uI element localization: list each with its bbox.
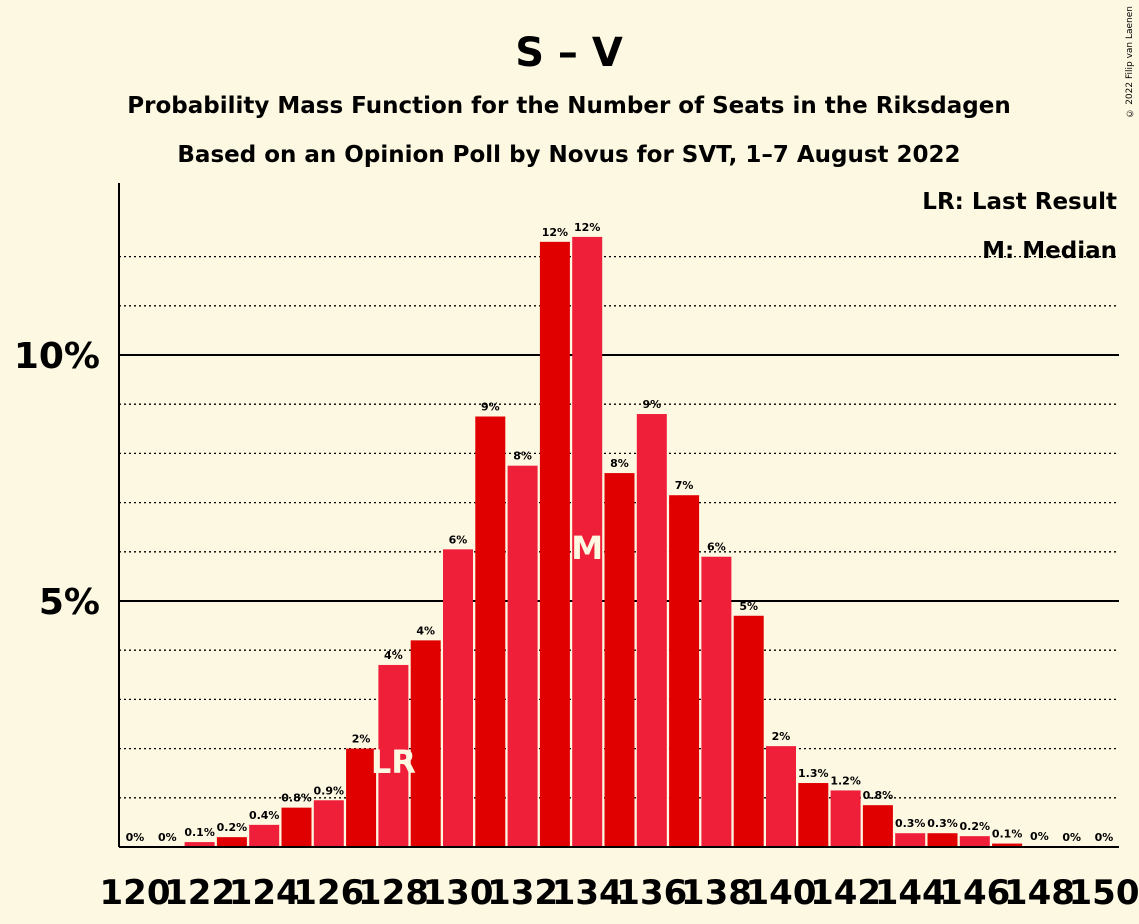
- copyright-notice: © 2022 Filip van Laenen: [1125, 6, 1135, 118]
- bar: [733, 615, 764, 847]
- data-label: 8%: [610, 457, 629, 470]
- bar: [410, 640, 441, 847]
- x-tick-label: 140: [746, 873, 817, 913]
- data-label: 0%: [1030, 830, 1049, 843]
- bar: [184, 842, 215, 847]
- bar: [249, 824, 280, 847]
- data-label: 0.9%: [314, 784, 345, 797]
- bar: [475, 416, 506, 847]
- x-tick-label: 146: [939, 873, 1010, 913]
- bar: [862, 805, 893, 847]
- data-label: 9%: [481, 401, 500, 414]
- bar: [927, 833, 958, 847]
- data-label: 9%: [642, 398, 661, 411]
- bar: [798, 783, 829, 847]
- bar: [830, 790, 861, 847]
- grid-lines: 5% 10%: [14, 255, 1119, 799]
- bars: [184, 236, 1055, 848]
- data-label: 0.1%: [184, 826, 215, 839]
- x-tick-label: 144: [875, 873, 946, 913]
- x-tick-label: 120: [100, 873, 171, 913]
- legend-median: M: Median: [982, 238, 1117, 264]
- bar: [701, 556, 732, 847]
- bar: [604, 473, 635, 847]
- chart-subtitle-2: Based on an Opinion Poll by Novus for SV…: [177, 142, 960, 168]
- data-label: 0.1%: [992, 828, 1023, 841]
- x-tick-label: 148: [1004, 873, 1075, 913]
- bar: [443, 549, 473, 847]
- bar: [766, 746, 796, 847]
- data-label: 0%: [1062, 831, 1081, 844]
- data-label: 12%: [542, 226, 568, 239]
- y-tick-label: 10%: [14, 336, 100, 377]
- y-tick-label: 5%: [39, 582, 100, 623]
- data-label: 0.3%: [895, 817, 926, 830]
- x-tick-label: 150: [1069, 873, 1139, 913]
- chart-subtitle: Probability Mass Function for the Number…: [127, 93, 1010, 119]
- axes: 1201221241261281301321341361381401421441…: [100, 183, 1139, 913]
- data-label: 0.2%: [217, 821, 248, 834]
- bar: [959, 836, 990, 847]
- data-label: 0%: [126, 831, 145, 844]
- data-label: 1.2%: [830, 774, 861, 787]
- bar: [669, 495, 700, 847]
- x-tick-label: 132: [487, 873, 558, 913]
- data-label: 0.8%: [281, 792, 312, 805]
- x-tick-label: 136: [616, 873, 687, 913]
- x-tick-label: 128: [358, 873, 429, 913]
- x-tick-label: 130: [423, 873, 494, 913]
- data-label: 0%: [158, 831, 177, 844]
- bar: [636, 414, 667, 847]
- data-label: 6%: [449, 533, 468, 546]
- x-tick-label: 124: [229, 873, 300, 913]
- data-label: 8%: [513, 450, 532, 463]
- x-tick-label: 138: [681, 873, 752, 913]
- bar: [895, 833, 926, 847]
- chart-title: S – V: [515, 30, 623, 76]
- data-label: 1.3%: [798, 767, 829, 780]
- legend-last-result: LR: Last Result: [922, 189, 1117, 215]
- data-label: 5%: [739, 600, 758, 613]
- data-label: 0.8%: [863, 789, 894, 802]
- data-label: 6%: [707, 541, 726, 554]
- bar: [216, 837, 247, 847]
- data-label: 0.4%: [249, 809, 280, 822]
- data-label: 12%: [574, 221, 600, 234]
- data-label: 0.2%: [960, 820, 991, 833]
- data-label: 2%: [352, 733, 371, 746]
- bar: [378, 664, 409, 847]
- bar: [572, 236, 603, 848]
- bar: [313, 800, 344, 847]
- data-label: 4%: [384, 649, 403, 662]
- data-label: 0.3%: [927, 817, 958, 830]
- median-marker: M: [571, 529, 603, 567]
- x-tick-label: 142: [810, 873, 881, 913]
- data-label: 2%: [772, 730, 791, 743]
- bar: [346, 748, 377, 847]
- x-tick-label: 126: [293, 873, 364, 913]
- data-label: 4%: [416, 624, 435, 637]
- data-labels: 0% 0% 0.1% 0.2%0.4%0.8%0.9%2%4%4%6%9%8%12% 1…: [126, 221, 1114, 844]
- data-label: 7%: [675, 479, 694, 492]
- bar: [507, 465, 538, 847]
- data-label: 0%: [1095, 831, 1114, 844]
- bar: [539, 241, 570, 848]
- x-tick-label: 122: [164, 873, 235, 913]
- bar: [992, 843, 1023, 847]
- bar: [281, 807, 312, 847]
- last-result-marker: LR: [371, 743, 416, 781]
- x-tick-label: 134: [552, 873, 623, 913]
